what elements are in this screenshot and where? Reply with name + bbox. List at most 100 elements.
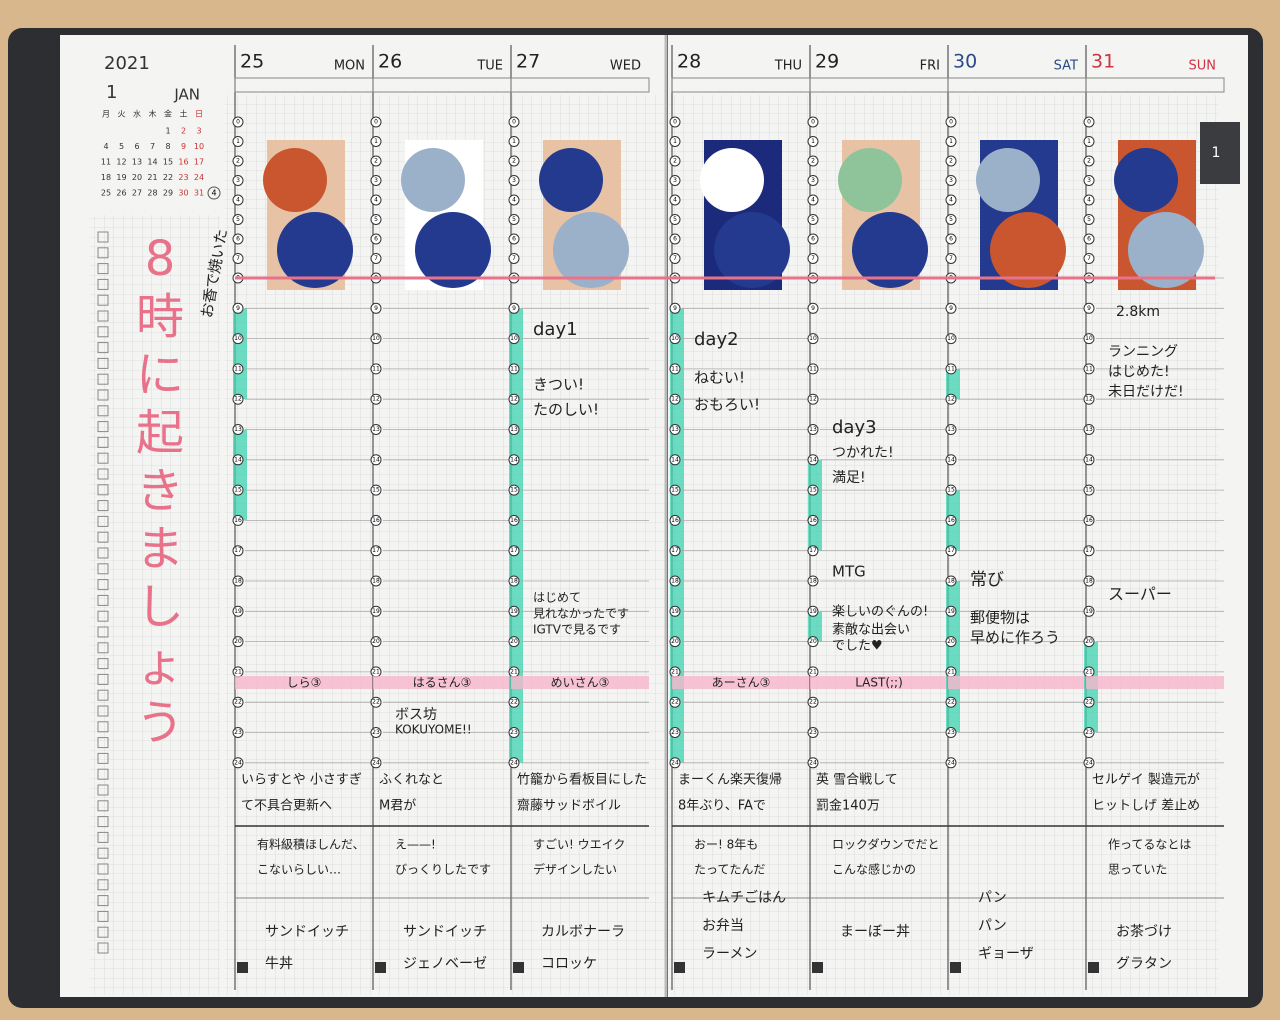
hour-dot	[807, 333, 819, 345]
hour-label: 18	[809, 578, 817, 585]
hour-label: 18	[947, 578, 955, 585]
hour-label: 12	[947, 396, 955, 403]
day-weekday: WED	[610, 59, 641, 74]
sticker-shape	[838, 148, 902, 212]
hour-label: 19	[671, 608, 679, 615]
hour-dot	[1083, 155, 1095, 167]
hour-dot	[669, 116, 681, 128]
hour-dot	[807, 727, 819, 738]
checkbox	[97, 484, 109, 496]
hour-label: 7	[949, 255, 953, 262]
wake-goal: 起	[136, 405, 184, 461]
checkbox	[97, 642, 109, 654]
wake-goal: ょ	[136, 637, 184, 693]
hour-dot	[232, 116, 244, 128]
calendar-date: 20	[132, 173, 142, 182]
hour-dot	[669, 155, 681, 167]
hour-label: 11	[372, 365, 380, 372]
hour-dot	[232, 253, 244, 264]
hour-dot	[1083, 363, 1095, 375]
hour-label: 3	[1087, 177, 1091, 184]
handwritten-note: つかれた!	[832, 445, 894, 461]
wake-goal: き	[136, 463, 184, 519]
hour-label: 9	[1087, 305, 1091, 312]
meal-note: カルボナーラ	[541, 924, 625, 940]
hour-dot	[508, 136, 520, 147]
hour-dot	[508, 214, 520, 225]
checkbox	[97, 500, 109, 512]
feeling-note: こないらしい…	[257, 863, 341, 877]
hour-dot	[669, 175, 681, 186]
hour-dot	[508, 363, 520, 375]
weekday-label: 金	[164, 109, 172, 119]
hour-label: 15	[234, 487, 242, 494]
hour-label: 20	[671, 638, 679, 645]
hour-dot	[945, 727, 957, 738]
hour-label: 7	[673, 255, 677, 262]
hour-label: 12	[372, 396, 380, 403]
hour-label: 3	[512, 177, 516, 184]
hour-label: 22	[372, 699, 380, 706]
sticker-shape	[401, 148, 465, 212]
highlight	[233, 429, 247, 521]
hour-label: 23	[1085, 729, 1093, 736]
hour-dot	[232, 175, 244, 186]
hour-dot	[232, 214, 244, 225]
hour-label: 23	[234, 729, 242, 736]
handwritten-note: ランニング	[1108, 344, 1178, 360]
hour-label: 13	[372, 426, 380, 433]
hour-dot	[232, 696, 244, 708]
hour-dot	[945, 333, 957, 345]
hour-label: 2	[949, 158, 953, 165]
day-weekday: TUE	[476, 59, 503, 74]
hour-dot	[370, 636, 382, 648]
memo-note: ヒットしげ 差止め	[1092, 799, 1200, 814]
year: 2021	[104, 53, 150, 74]
checkbox	[97, 247, 109, 259]
hour-dot	[232, 757, 244, 769]
hour-dot	[508, 545, 520, 557]
hour-dot	[370, 454, 382, 466]
hour-label: 2	[512, 158, 516, 165]
hour-label: 6	[949, 236, 953, 243]
hour-dot	[1083, 605, 1095, 617]
hour-label: 5	[949, 216, 953, 223]
next-month-circle	[207, 186, 221, 200]
hour-label: 23	[809, 729, 817, 736]
checkbox	[97, 879, 109, 891]
hour-dot	[945, 363, 957, 375]
memo-note: て不具合更新へ	[241, 798, 332, 814]
checkbox	[97, 737, 109, 749]
hour-dot	[508, 454, 520, 466]
handwritten-note: はじめて	[533, 591, 581, 605]
hour-label: 10	[234, 335, 242, 342]
checkbox	[97, 468, 109, 480]
sticker-shape	[553, 212, 629, 288]
hour-label: 24	[947, 759, 955, 766]
calendar-date: 2	[181, 127, 186, 136]
hour-dot	[508, 333, 520, 345]
hour-dot	[370, 116, 382, 128]
hour-dot	[945, 136, 957, 147]
weekday-label: 水	[133, 109, 141, 119]
handwritten-note: KOKUYOME!!	[395, 723, 472, 737]
evening-label: はるさん③	[413, 676, 472, 690]
calendar-date: 10	[194, 142, 204, 151]
hour-dot	[232, 302, 244, 314]
checkbox	[97, 436, 109, 448]
hour-label: 17	[234, 547, 242, 554]
hour-label: 9	[512, 305, 516, 312]
handwritten-note: 見れなかったです	[533, 607, 629, 621]
hour-label: 14	[809, 456, 817, 463]
day-weekday: FRI	[920, 59, 940, 74]
hour-label: 17	[510, 547, 518, 554]
highlight	[808, 459, 822, 551]
hour-dot	[669, 136, 681, 147]
calendar-date: 6	[134, 142, 139, 151]
hour-dot	[1083, 333, 1095, 345]
hour-dot	[232, 545, 244, 557]
hour-label: 21	[1085, 668, 1093, 675]
month-tab	[1200, 122, 1240, 184]
